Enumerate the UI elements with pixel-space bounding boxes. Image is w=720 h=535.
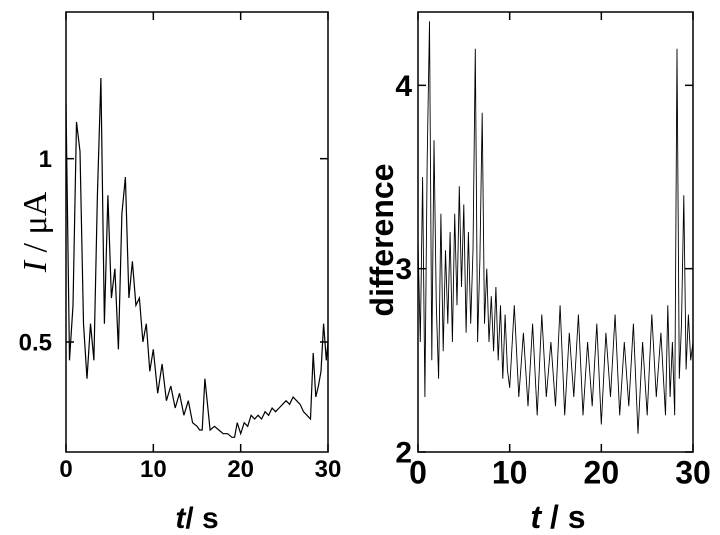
right-difference-series-line <box>417 21 694 434</box>
left-x-tick-label: 20 <box>227 456 254 483</box>
left-x-tick-label: 10 <box>140 456 167 483</box>
left-y-tick-label: 1 <box>39 146 52 173</box>
left-tick-labels: 0 10 20 30 0.5 1 <box>19 146 342 483</box>
left-chart: 0 10 20 30 0.5 1 t/ s I / μA <box>17 11 342 535</box>
right-y-tick-label: 2 <box>395 437 412 470</box>
right-chart: 0 10 20 30 2 3 4 t / s difference <box>364 11 711 535</box>
left-x-tick-label: 0 <box>59 456 72 483</box>
left-ticks <box>65 12 329 452</box>
right-x-tick-label: 10 <box>492 455 528 491</box>
left-x-axis-label: t/ s <box>175 502 218 535</box>
right-x-tick-label: 0 <box>409 455 427 491</box>
left-y-axis-label: I / μA <box>17 191 54 273</box>
left-current-series-line <box>65 77 329 438</box>
left-y-tick-label: 0.5 <box>19 329 52 356</box>
right-y-axis-label: difference <box>364 164 400 317</box>
right-y-tick-label: 3 <box>395 253 412 286</box>
right-y-tick-label: 4 <box>395 70 412 103</box>
right-x-tick-label: 30 <box>675 455 711 491</box>
right-plot-frame <box>417 11 694 453</box>
right-ticks <box>417 12 694 453</box>
right-tick-labels: 0 10 20 30 2 3 4 <box>395 70 710 491</box>
right-x-axis-label: t / s <box>530 499 585 535</box>
left-x-tick-label: 30 <box>315 456 342 483</box>
right-x-tick-label: 20 <box>584 455 620 491</box>
left-plot-frame <box>65 11 329 453</box>
